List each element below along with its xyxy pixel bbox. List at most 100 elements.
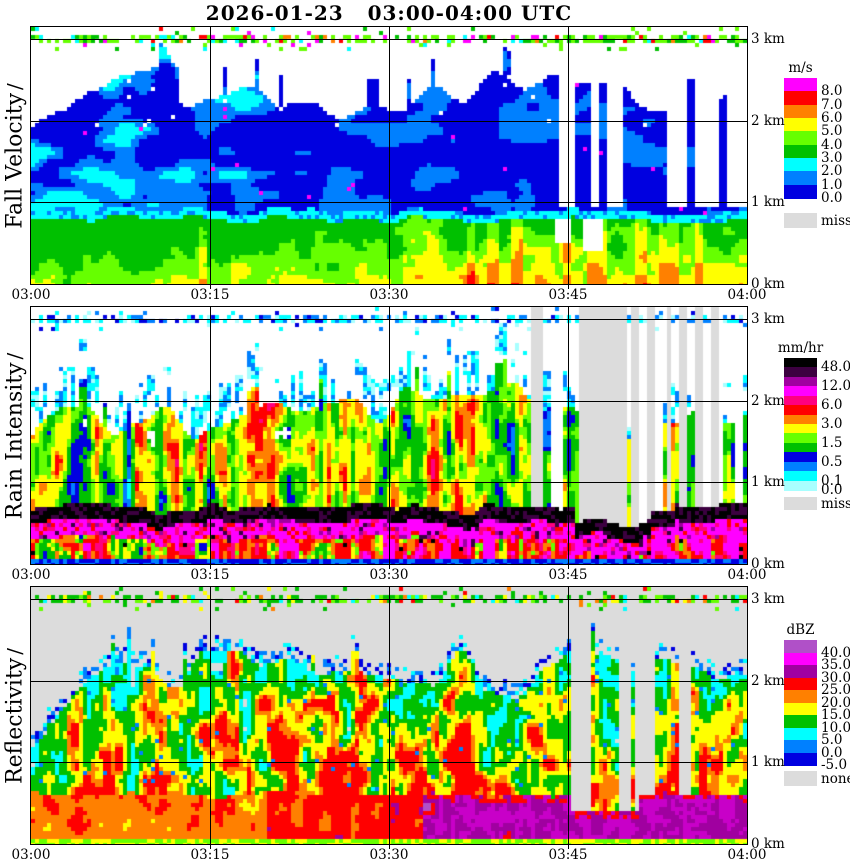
grid-line-time	[568, 587, 569, 844]
legend-cell-label: 3.0	[821, 150, 843, 167]
legend-cell-label: 12.0	[821, 378, 850, 395]
legend-cell-label: 15.0	[821, 707, 850, 723]
legend-cell-label: 7.0	[821, 96, 843, 113]
grid-line-time	[210, 307, 211, 564]
height-tick-label: 2 km	[751, 392, 785, 409]
legend-cell-label: 6.0	[821, 110, 843, 127]
legend-cell	[784, 171, 817, 186]
x-tick-label: 03:00	[11, 287, 51, 303]
fall-velocity-panel: Fall Velocity / m/s 8.0 7.0 6.0 5.0 4.0 3.0 2.0…	[0, 26, 850, 308]
reflectivity-legend: dBZ 40.0 35.0 30.0 25.0 20.0 15.0 10.0 5.0 0.0 -5…	[784, 586, 850, 868]
axis-label-tick: /	[2, 352, 26, 359]
legend-special-label: none	[821, 770, 850, 787]
legend-cell-label: 10.0	[821, 719, 850, 736]
figure-title: 2026-01-23 03:00-04:00 UTC	[205, 1, 573, 25]
legend-cell	[784, 690, 817, 703]
x-tick-label: 03:45	[548, 287, 588, 303]
legend-cell	[784, 405, 817, 416]
height-tick-label: 2 km	[751, 672, 785, 689]
height-tick-label: 0 km	[751, 276, 785, 292]
height-tick-label: 0 km	[751, 556, 785, 572]
legend-cell-label: 6.0	[821, 397, 843, 414]
legend-cell	[784, 358, 817, 368]
legend-cell-label: -5.0	[821, 757, 848, 773]
legend-cell	[784, 158, 817, 172]
grid-line-time	[210, 27, 211, 284]
x-tick-label: 04:00	[727, 847, 767, 863]
legend-cell	[784, 367, 817, 378]
axis-label-tick: /	[2, 647, 26, 655]
legend-cell	[784, 702, 817, 716]
legend-cell	[784, 386, 817, 397]
grid-line-time	[210, 587, 211, 844]
height-tick-label: 0 km	[751, 836, 785, 852]
legend-cell	[784, 471, 817, 482]
y-axis-label-text: Rain Intensity /	[2, 352, 27, 519]
x-tick-label: 03:45	[548, 567, 588, 583]
legend-cell	[784, 665, 817, 678]
x-tick-label: 03:15	[190, 567, 230, 583]
x-tick	[210, 845, 211, 849]
legend-cell	[784, 144, 817, 159]
legend-cell	[784, 677, 817, 691]
legend-special-cell	[784, 213, 817, 229]
legend-cell-label: 3.0	[821, 416, 843, 432]
x-tick-label: 03:15	[190, 287, 230, 303]
y-axis-label-rain-intensity: Rain Intensity /	[1, 306, 28, 565]
legend-cell	[784, 442, 817, 453]
axis-label: Rain Intensity	[2, 361, 27, 519]
x-tick-label: 03:45	[548, 847, 588, 863]
legend-special-cell	[784, 771, 817, 786]
rain-intensity-heatmap	[30, 306, 748, 565]
legend-special-label: miss	[821, 495, 850, 512]
axis-label: Reflectivity	[2, 657, 27, 784]
height-tick-label: 1 km	[751, 474, 785, 491]
x-tick-label: 03:15	[190, 847, 230, 863]
height-tick-label: 3 km	[751, 31, 785, 48]
legend-cell	[784, 433, 817, 444]
legend-cell	[784, 652, 817, 666]
legend-cell-label: 40.0	[821, 644, 850, 661]
x-tick	[389, 845, 390, 849]
y-axis-label-reflectivity: Reflectivity /	[1, 586, 28, 845]
legend-cell	[784, 640, 817, 653]
x-tick	[568, 845, 569, 849]
legend-cell	[784, 715, 817, 728]
legend-cell-label: 48.0	[821, 359, 850, 376]
legend-cell-label: 4.0	[821, 136, 843, 153]
legend-cell-label: 0.0	[821, 482, 843, 499]
x-tick-label: 03:30	[369, 847, 409, 863]
height-tick-label: 3 km	[751, 311, 785, 328]
grid-line-time	[389, 587, 390, 844]
x-tick-label: 03:30	[369, 567, 409, 583]
x-tick-label: 03:30	[369, 287, 409, 303]
legend-cell	[784, 78, 817, 92]
legend-cell	[784, 104, 817, 119]
legend-cell	[784, 414, 817, 425]
grid-line-time	[389, 27, 390, 284]
height-tick-label: 1 km	[751, 194, 785, 211]
legend-cell-label: 25.0	[821, 682, 850, 698]
height-tick-label: 1 km	[751, 754, 785, 771]
rain-intensity-legend: mm/hr 48.0 12.0 6.0 3.0 1.5 0.5 0.1 0.0 miss	[778, 306, 850, 588]
x-tick	[210, 565, 211, 569]
y-axis-label-text: Reflectivity /	[2, 648, 27, 784]
legend-cell-label: 20.0	[821, 694, 850, 711]
legend-cell	[784, 480, 817, 491]
x-tick-label: 03:00	[11, 847, 51, 863]
legend-unit: dBZ	[786, 622, 815, 638]
legend-cell-label: 35.0	[821, 657, 850, 673]
legend-cell	[784, 118, 817, 132]
legend-cell-label: 5.0	[821, 123, 843, 140]
y-axis-label-fall-velocity: Fall Velocity /	[1, 26, 28, 285]
legend-cell	[784, 184, 817, 199]
legend-special-cell	[784, 497, 817, 511]
reflectivity-heatmap	[30, 586, 748, 845]
legend-cell-label: 0.0	[821, 744, 843, 761]
legend-cell	[784, 752, 817, 766]
grid-line-time	[568, 307, 569, 564]
height-tick-label: 2 km	[751, 112, 785, 129]
x-tick	[389, 285, 390, 289]
x-tick	[389, 565, 390, 569]
